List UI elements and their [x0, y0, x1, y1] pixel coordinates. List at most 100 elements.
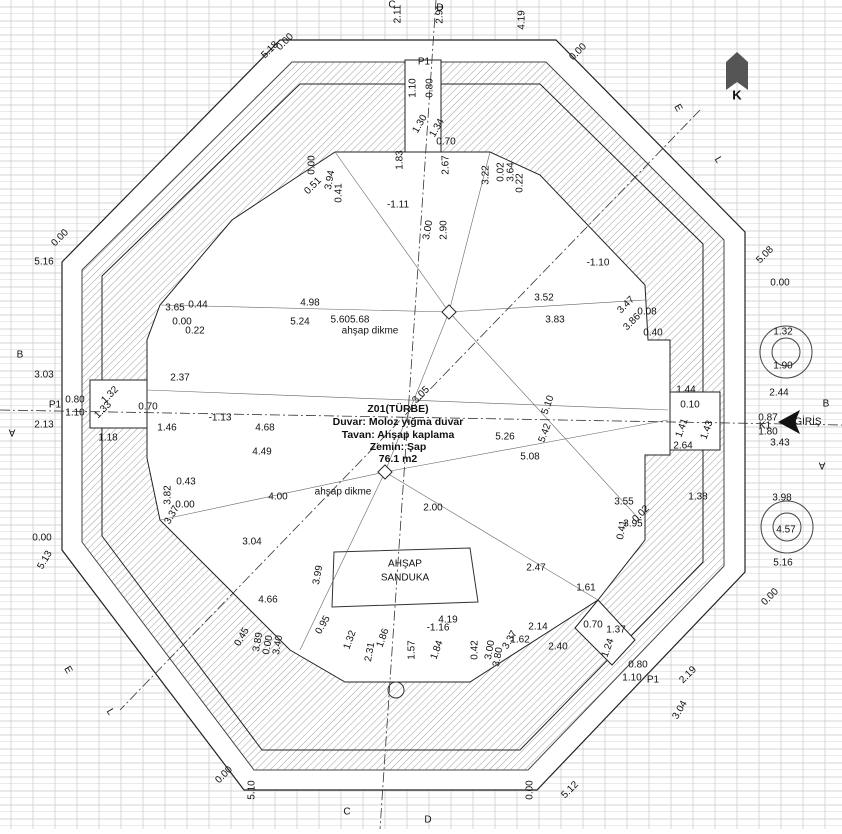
sarcophagus-label: AHŞAP — [388, 559, 422, 570]
dimension-label: 5.16 — [773, 558, 793, 569]
dimension-label: 3.00 — [483, 639, 497, 661]
dimension-label: 0.43 — [176, 477, 196, 488]
room-wall: Duvar: Moloz yığma duvar — [333, 416, 464, 428]
room — [146, 151, 671, 683]
room-floor: Zemin: Şap — [370, 441, 427, 453]
dimension-label: 0.41 — [334, 183, 345, 203]
dimension-label: K1 — [759, 421, 772, 432]
dimension-label: 2.00 — [423, 503, 443, 514]
dimension-label: 3.64 — [506, 162, 517, 182]
dimension-label: P1 — [647, 675, 660, 686]
dimension-label: 0.70 — [138, 402, 158, 413]
dimension-label: 1.44 — [676, 385, 696, 396]
dimension-label: 0.80 — [65, 395, 85, 406]
dimension-label: B — [17, 350, 24, 361]
dimension-label: 0.00 — [525, 780, 536, 800]
dimension-label: 3.04 — [242, 537, 262, 548]
dimension-label: 0.08 — [637, 307, 657, 318]
dimension-label: 3.99 — [311, 564, 325, 586]
dimension-label: 5.10 — [247, 780, 258, 800]
sarcophagus — [331, 547, 479, 608]
dimension-label: 3.80 — [491, 646, 505, 668]
dimension-label: 0.70 — [583, 620, 603, 631]
north-label: K — [732, 87, 742, 102]
dimension-label: 5.605.68 — [331, 315, 370, 326]
room-code: Z01(TÜRBE) — [367, 402, 428, 415]
dimension-label: GİRİŞ — [794, 415, 822, 428]
dimension-label: A — [818, 459, 825, 470]
dimension-label: B — [823, 399, 830, 410]
measure-lines — [146, 151, 669, 651]
dimension-label: 3.43 — [770, 438, 790, 449]
dimension-label: 2.67 — [441, 155, 452, 175]
dimension-label: 0.87 — [758, 413, 778, 424]
dimension-label: L — [712, 155, 725, 166]
dimension-label: 1.83 — [395, 150, 406, 170]
dimension-label: 5.26 — [495, 432, 515, 443]
dimension-label: P1 — [49, 400, 62, 411]
dimension-label: 5.16 — [34, 257, 54, 268]
inner-wall — [101, 83, 704, 751]
dimension-label: 0.41 — [615, 519, 629, 541]
dimension-label: 4.57 — [776, 525, 796, 536]
sarcophagus-label: SANDUKA — [381, 573, 430, 584]
dimension-label: 2.90 — [439, 220, 450, 240]
dimension-label: 1.10 — [408, 78, 419, 98]
dimension-label: P1 — [418, 57, 431, 68]
dimension-label: 1.32 — [773, 327, 793, 338]
dimension-label: 5.24 — [290, 317, 310, 328]
dimension-label: 0.80 — [628, 660, 648, 671]
room-ceiling: Tavan: Ahşap kaplama — [342, 429, 455, 441]
dimension-label: 4.98 — [300, 298, 320, 309]
dimension-label: 2.40 — [548, 642, 568, 653]
dimension-label: A — [8, 426, 15, 437]
window-left — [89, 379, 148, 429]
dimension-label: 0.22 — [515, 173, 526, 193]
dimension-label: 1.10 — [622, 673, 642, 684]
dimension-label: 1.18 — [98, 433, 118, 444]
dimension-label: 0.70 — [436, 137, 456, 148]
north-arrow — [726, 52, 748, 90]
dimension-label: ahşap dikme — [342, 326, 399, 337]
dimension-label: 0.40 — [643, 328, 663, 339]
dimension-label: D — [436, 3, 443, 14]
dimension-label: 2.47 — [526, 563, 546, 574]
dimension-label: -1.16 — [427, 623, 450, 634]
dimension-label: 1.46 — [157, 423, 177, 434]
dimension-label: 3.65 — [165, 303, 185, 314]
dimension-label: 3.95 — [623, 519, 643, 530]
dimension-label: 3.83 — [545, 315, 565, 326]
dimension-label: 3.94 — [323, 169, 337, 191]
dimension-label: -1.11 — [387, 200, 409, 211]
dimension-label: 0.10 — [680, 400, 700, 411]
post — [377, 464, 393, 480]
dimension-label: E — [61, 664, 74, 676]
dimension-label: 1.57 — [407, 640, 418, 660]
dimension-label: 3.22 — [481, 165, 492, 185]
dimension-label: 0.00 — [175, 500, 195, 511]
window-bottom — [574, 599, 636, 666]
dimension-label: 0.00 — [770, 278, 790, 289]
dimension-label: 1.61 — [576, 583, 596, 594]
dimension-label: 4.68 — [255, 423, 275, 434]
dimension-label: D — [424, 815, 431, 826]
dimension-label: 0.00 — [32, 533, 52, 544]
dimension-label: ahşap dikme — [315, 487, 372, 498]
window-top — [404, 59, 442, 153]
dimension-label: 2.37 — [170, 373, 190, 384]
dimension-label: -1.13 — [209, 413, 232, 424]
dimension-label: 5.08 — [520, 452, 540, 463]
room-area: 76.1 m2 — [379, 453, 418, 465]
post — [441, 304, 457, 320]
niche — [387, 681, 405, 699]
dimension-label: 4.66 — [258, 595, 278, 606]
dimension-label: 2.31 — [363, 641, 377, 663]
dimension-label: E — [671, 102, 684, 114]
dimension-label: 0.00 — [172, 317, 192, 328]
dimension-label: 2.13 — [34, 420, 54, 431]
dimension-label: 4.00 — [268, 492, 288, 503]
dimension-label: 3.89 — [251, 631, 265, 653]
dimension-label: 0.22 — [185, 326, 205, 337]
